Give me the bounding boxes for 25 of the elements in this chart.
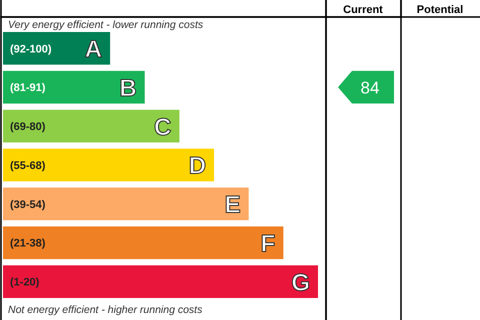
bar bbox=[3, 265, 318, 298]
bar bbox=[3, 148, 214, 182]
text: Potential bbox=[416, 4, 464, 16]
annotation: (39-54) bbox=[10, 198, 46, 211]
annotation: (1-20) bbox=[10, 276, 40, 289]
text: 84 bbox=[360, 78, 380, 98]
bar bbox=[3, 110, 180, 142]
y-tick-label: D bbox=[188, 152, 206, 180]
annotation: (55-68) bbox=[10, 160, 46, 172]
bar bbox=[3, 188, 249, 220]
text: Current bbox=[343, 4, 384, 16]
annotation: Not energy efficient - higher running costs bbox=[8, 304, 204, 316]
bar bbox=[3, 70, 145, 104]
y-tick-label: E bbox=[224, 192, 241, 219]
y-tick-label: C bbox=[154, 114, 172, 141]
y-tick-label: G bbox=[291, 269, 310, 296]
y-tick-label: F bbox=[260, 230, 276, 258]
annotation: (21-38) bbox=[10, 238, 46, 250]
y-tick-label: B bbox=[119, 74, 137, 102]
annotation: (92-100) bbox=[10, 43, 52, 56]
annotation: (81-91) bbox=[10, 82, 46, 94]
annotation: Very energy efficient - lower running costs bbox=[8, 19, 204, 31]
annotation: (69-80) bbox=[10, 121, 46, 134]
bar bbox=[3, 226, 284, 260]
y-tick-label: A bbox=[84, 36, 102, 63]
